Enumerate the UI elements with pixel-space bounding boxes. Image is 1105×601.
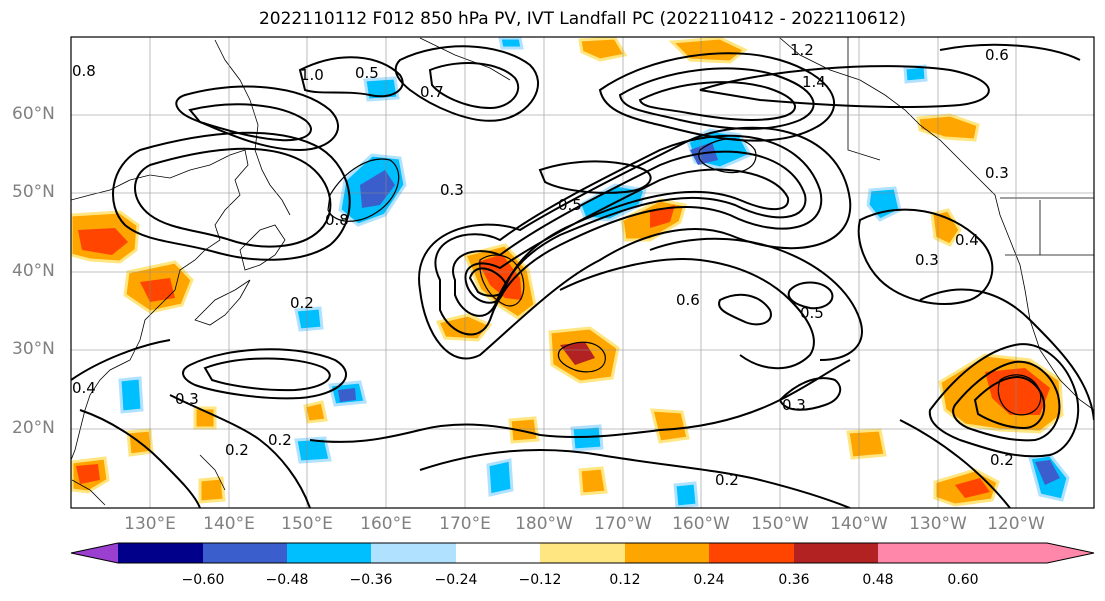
lon-label: 180°W (515, 514, 573, 534)
lon-label: 140°W (830, 514, 888, 534)
contour-label: 0.3 (915, 251, 939, 269)
colorbar-segment (625, 543, 709, 563)
pv-contours (71, 43, 1094, 508)
colorbar-segment (287, 543, 371, 563)
map-title: 2022110112 F012 850 hPa PV, IVT Landfall… (258, 9, 906, 29)
colorbar-tick-label: 0.36 (778, 572, 810, 588)
colorbar-tick-label: −0.60 (181, 572, 225, 588)
lon-label: 130°W (909, 514, 967, 534)
lon-label: 160°W (672, 514, 730, 534)
lon-label: 170°W (594, 514, 652, 534)
contour-label: 0.5 (558, 196, 582, 214)
colorbar-extend-high (1047, 543, 1094, 563)
colorbar-segment (456, 543, 540, 563)
lon-label: 130°E (124, 514, 176, 534)
contour-label: 1.2 (790, 41, 814, 59)
contour-label: 0.2 (715, 471, 739, 489)
contour-label: 0.4 (955, 231, 979, 249)
colorbar-segment (794, 543, 878, 563)
lon-label: 160°E (360, 514, 412, 534)
colorbar-segment (963, 543, 1047, 563)
colorbar (70, 542, 1095, 564)
lat-label: 50°N (12, 182, 55, 202)
colorbar-segment (203, 543, 287, 563)
contour-label: 1.0 (300, 66, 324, 84)
negative-anomaly-shading (118, 37, 1070, 508)
contour-label: 0.6 (985, 46, 1009, 64)
pv-contours-thin (327, 138, 1042, 416)
colorbar-segment (709, 543, 794, 563)
lat-label: 30°N (12, 339, 55, 359)
colorbar-segment (118, 543, 203, 563)
colorbar-tick-label: 0.60 (947, 572, 979, 588)
coastlines (71, 37, 1094, 506)
lon-label: 140°E (203, 514, 255, 534)
colorbar-tick-label: 0.12 (609, 572, 641, 588)
colorbar-segment (878, 543, 963, 563)
contour-label: 0.8 (325, 211, 349, 229)
lat-label: 60°N (12, 104, 55, 124)
contour-label: 0.2 (990, 451, 1014, 469)
colorbar-segment (371, 543, 456, 563)
contour-label: 0.8 (72, 62, 96, 80)
colorbar-tick-label: 0.24 (693, 572, 725, 588)
lon-label: 120°W (987, 514, 1045, 534)
contour-labels: 0.8 0.5 1.0 1.2 1.4 0.7 0.6 0.3 0.4 0.2 … (72, 41, 1014, 489)
contour-label: 0.6 (676, 291, 700, 309)
lat-label: 20°N (12, 418, 55, 438)
contour-label: 0.7 (420, 83, 444, 101)
colorbar-tick-label: 0.48 (862, 572, 894, 588)
lon-label: 170°E (439, 514, 491, 534)
contour-label: 0.2 (268, 431, 292, 449)
contour-label: 0.3 (985, 164, 1009, 182)
colorbar-tick-label: −0.24 (434, 572, 478, 588)
colorbar-extend-low (71, 543, 118, 563)
lon-label: 150°W (751, 514, 809, 534)
colorbar-segment (540, 543, 625, 563)
lon-label: 150°E (281, 514, 333, 534)
contour-label: 0.2 (225, 441, 249, 459)
colorbar-tick-label: −0.48 (265, 572, 309, 588)
contour-label: 0.3 (175, 390, 199, 408)
contour-label: 0.5 (355, 64, 379, 82)
contour-label: 0.3 (440, 181, 464, 199)
contour-label: 0.5 (800, 304, 824, 322)
contour-label: 0.4 (72, 379, 96, 397)
contour-label: 1.4 (802, 73, 826, 91)
lat-label: 40°N (12, 261, 55, 281)
colorbar-tick-label: −0.12 (518, 572, 562, 588)
colorbar-tick-label: −0.36 (349, 572, 393, 588)
colorbar-outline (70, 542, 1095, 564)
contour-label: 0.3 (782, 396, 806, 414)
map-frame (70, 36, 1095, 509)
contour-label: 0.2 (290, 294, 314, 312)
